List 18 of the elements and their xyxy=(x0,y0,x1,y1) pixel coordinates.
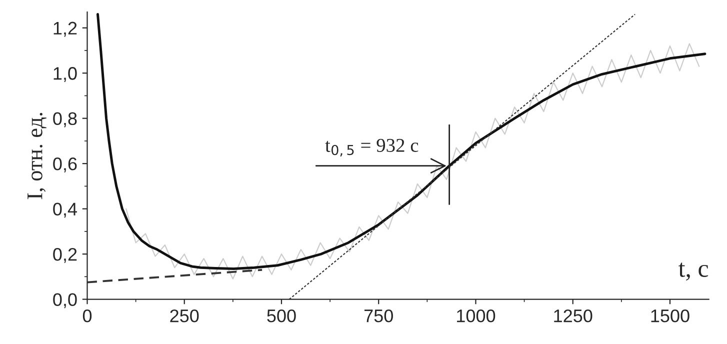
x-tick-label: 750 xyxy=(364,309,393,322)
x-tick-label: 0 xyxy=(82,309,92,322)
y-axis-title: I, отн. ед. xyxy=(28,112,46,200)
y-tick-label: 0,2 xyxy=(53,248,77,263)
x-tick-label: 1250 xyxy=(554,309,592,322)
y-tick-label: 0,0 xyxy=(53,293,77,308)
annotation: t$_{0,5}$ = 932 c xyxy=(325,138,418,157)
y-tick-label: 0,4 xyxy=(53,202,77,218)
y-tick-label: 0,8 xyxy=(53,112,77,128)
x-axis-title: t, c xyxy=(678,262,708,281)
x-tick-label: 500 xyxy=(267,309,296,322)
line-series xyxy=(126,43,700,280)
y-tick-label: 1,2 xyxy=(54,22,77,37)
x-tick-label: 250 xyxy=(170,309,199,322)
y-tick-label: 0,6 xyxy=(53,158,77,172)
y-tick-label: 1,0 xyxy=(54,67,77,82)
x-tick-label: 1500 xyxy=(651,309,690,322)
x-tick-label: 1000 xyxy=(457,309,496,322)
